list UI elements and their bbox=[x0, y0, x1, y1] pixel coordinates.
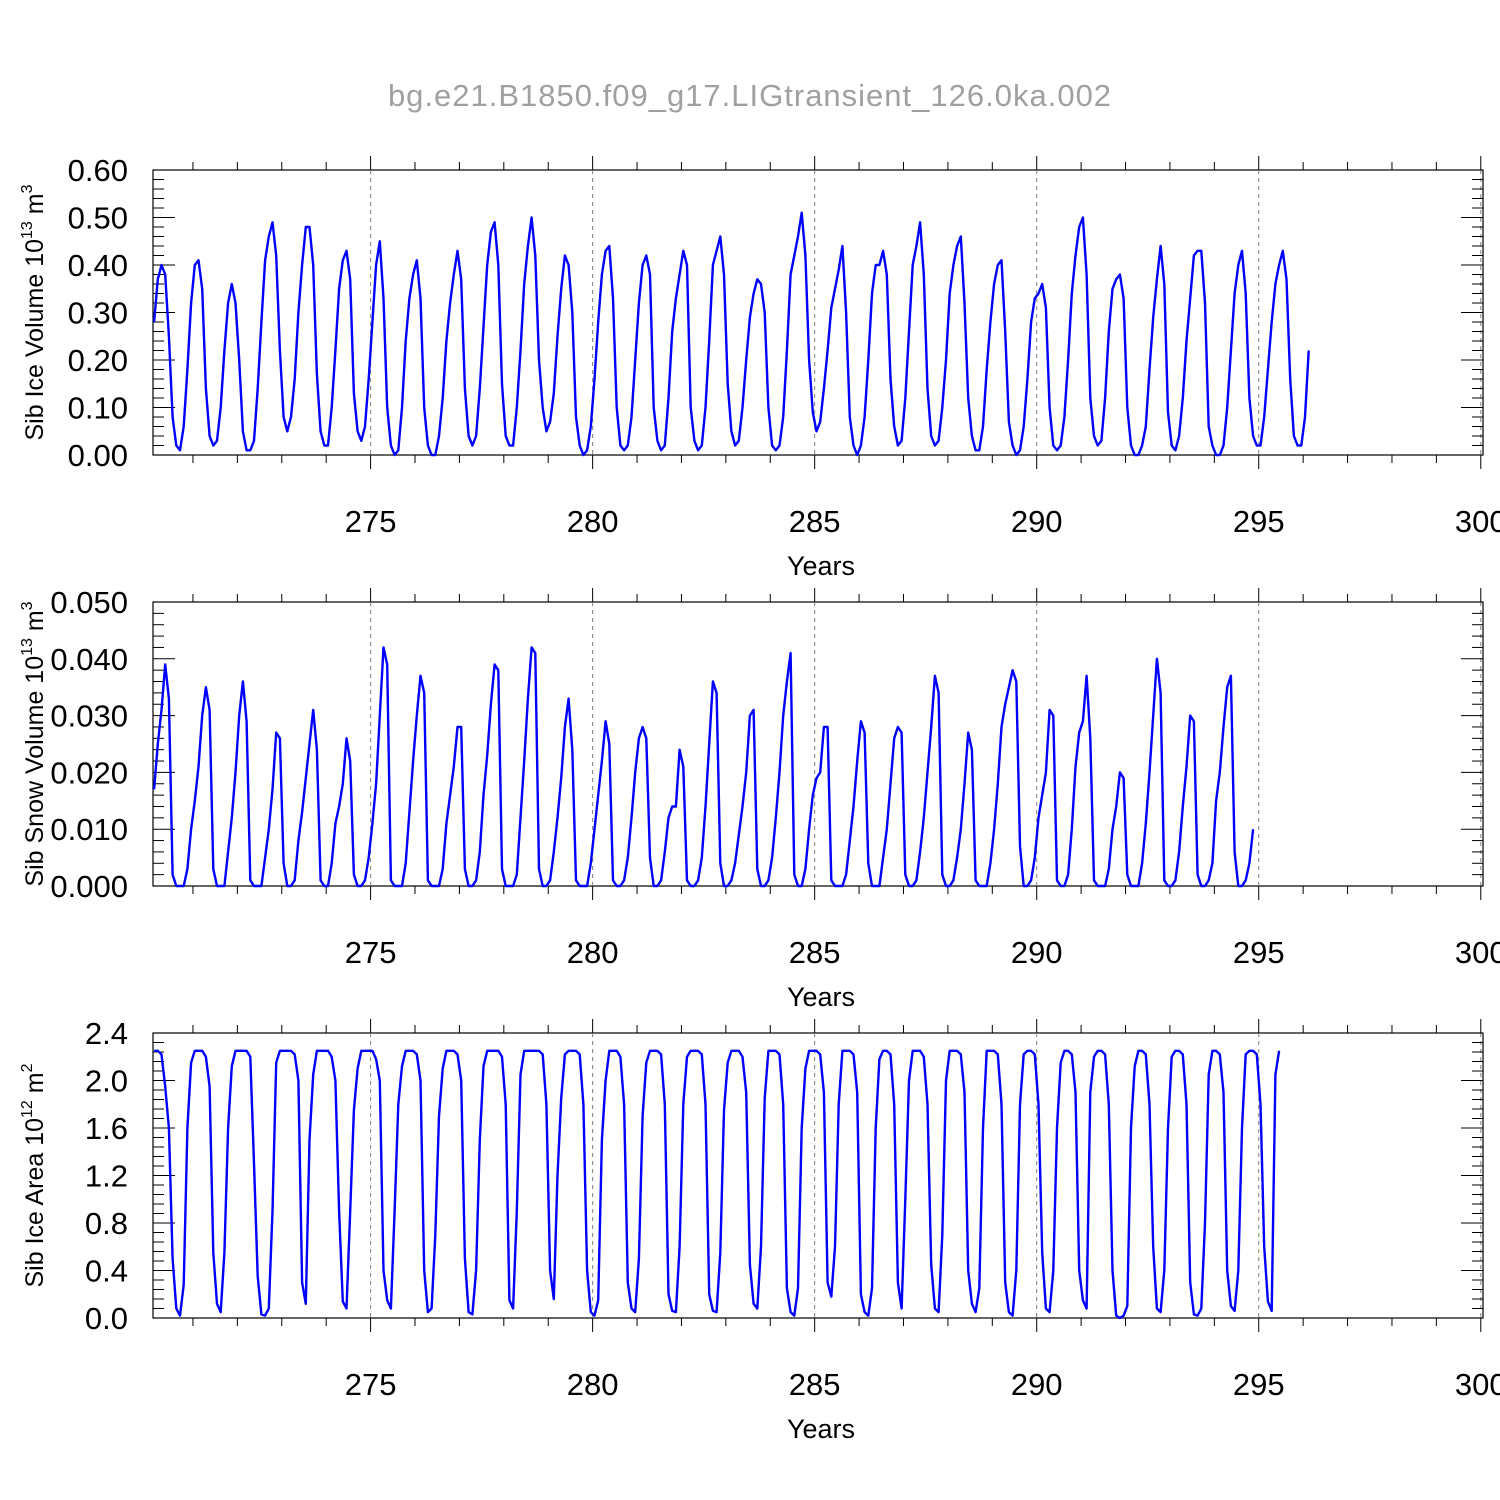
y-axis-label: Sib Snow Volume 1013 m3 bbox=[19, 601, 49, 886]
y-tick-label: 0.010 bbox=[50, 812, 128, 847]
y-axis-label: Sib Ice Volume 1013 m3 bbox=[19, 184, 49, 440]
x-tick-label: 275 bbox=[345, 935, 397, 970]
y-tick-label: 0.8 bbox=[85, 1206, 128, 1241]
y-tick-label: 0.40 bbox=[68, 248, 128, 283]
x-tick-label: 300 bbox=[1455, 504, 1500, 539]
chart-panel-3: 275 280 285 290 295 300 Years 0.0 0.4 0.8 1.2 1.6 2.… bbox=[19, 1016, 1500, 1444]
x-tick-label: 290 bbox=[1011, 1367, 1063, 1402]
y-tick-label: 0.020 bbox=[50, 755, 128, 790]
y-tick-label: 0.60 bbox=[68, 153, 128, 188]
x-tick-label: 285 bbox=[789, 1367, 841, 1402]
x-tick-label: 295 bbox=[1233, 504, 1285, 539]
series-line-3-1 bbox=[154, 1049, 1281, 1320]
x-tick-label: 290 bbox=[1011, 504, 1063, 539]
x-tick-label: 300 bbox=[1455, 935, 1500, 970]
y-tick-label: 0.20 bbox=[68, 343, 128, 378]
y-tick-label: 2.0 bbox=[85, 1064, 128, 1099]
plot-frame bbox=[152, 601, 1484, 887]
y-tick-label: 0.050 bbox=[50, 585, 128, 620]
series-line-1-1 bbox=[152, 211, 1310, 457]
y-axis-label: Sib Ice Area 1012 m2 bbox=[19, 1063, 49, 1287]
x-tick-label: 300 bbox=[1455, 1367, 1500, 1402]
chart-panel-1: 275 280 285 290 295 300 Years 0.00 0.10 0.20 0.30 0… bbox=[19, 153, 1500, 581]
x-axis-label: Years bbox=[787, 982, 855, 1012]
y-tick-label: 0.4 bbox=[85, 1254, 128, 1289]
x-axis-label: Years bbox=[787, 551, 855, 581]
x-tick-label: 280 bbox=[567, 1367, 619, 1402]
series-line-2-1 bbox=[152, 646, 1255, 888]
x-tick-label: 280 bbox=[567, 935, 619, 970]
plot-frame bbox=[152, 169, 1484, 456]
x-tick-label: 280 bbox=[567, 504, 619, 539]
y-tick-label: 0.030 bbox=[50, 699, 128, 734]
y-tick-label: 0.000 bbox=[50, 869, 128, 904]
y-tick-label: 1.6 bbox=[85, 1111, 128, 1146]
y-tick-label: 0.00 bbox=[68, 438, 128, 473]
x-axis-label: Years bbox=[787, 1414, 855, 1444]
y-tick-label: 2.4 bbox=[85, 1016, 128, 1051]
x-tick-label: 275 bbox=[345, 504, 397, 539]
y-tick-label: 1.2 bbox=[85, 1159, 128, 1194]
chart-title: bg.e21.B1850.f09_g17.LIGtransient_126.0k… bbox=[387, 78, 1113, 113]
x-tick-label: 290 bbox=[1011, 935, 1063, 970]
y-tick-label: 0.040 bbox=[50, 642, 128, 677]
x-tick-label: 275 bbox=[345, 1367, 397, 1402]
x-tick-label: 285 bbox=[789, 935, 841, 970]
x-tick-label: 295 bbox=[1233, 1367, 1285, 1402]
y-tick-label: 0.50 bbox=[68, 201, 128, 236]
y-tick-label: 0.0 bbox=[85, 1301, 128, 1336]
chart-panel-2: 275 280 285 290 295 300 Years 0.000 0.010 0.020 0.… bbox=[19, 585, 1500, 1012]
x-tick-label: 285 bbox=[789, 504, 841, 539]
y-tick-label: 0.30 bbox=[68, 296, 128, 331]
x-tick-label: 295 bbox=[1233, 935, 1285, 970]
y-tick-label: 0.10 bbox=[68, 391, 128, 426]
